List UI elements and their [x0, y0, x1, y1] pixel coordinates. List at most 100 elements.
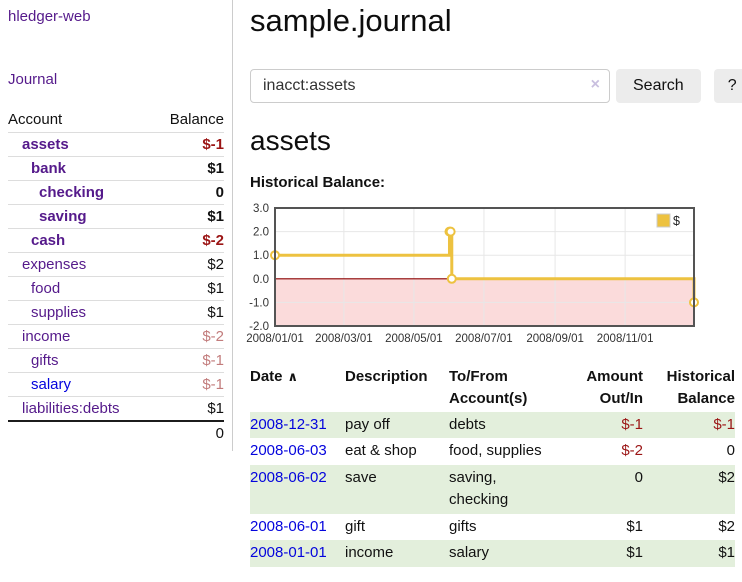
- account-row: checking 0: [8, 180, 224, 205]
- account-balance: $1: [153, 204, 224, 229]
- accounts-column-header: To/From Account(s): [449, 368, 528, 407]
- accounts-total-balance: 0: [153, 420, 224, 445]
- transaction-date-link[interactable]: 2008-06-01: [250, 517, 327, 535]
- svg-text:2.0: 2.0: [253, 227, 269, 239]
- account-row: food $1: [8, 276, 224, 301]
- svg-text:2008/05/01: 2008/05/01: [385, 333, 443, 345]
- search-button[interactable]: Search: [616, 69, 701, 104]
- account-row: saving $1: [8, 204, 224, 229]
- transaction-date-link[interactable]: 2008-06-02: [250, 468, 327, 486]
- transaction-amount: 0: [634, 468, 643, 486]
- transaction-row: 2008-01-01 income salary $1 $1: [250, 540, 735, 567]
- account-link[interactable]: expenses: [22, 256, 87, 273]
- description-column-header: Description: [345, 368, 428, 386]
- svg-text:$: $: [673, 214, 680, 228]
- account-link[interactable]: bank: [31, 160, 67, 177]
- account-balance: $-1: [153, 372, 224, 397]
- account-link[interactable]: checking: [39, 184, 105, 201]
- account-column-header: Account: [8, 108, 154, 133]
- account-row: liabilities:debts $1: [8, 396, 224, 422]
- transaction-balance: 0: [726, 442, 735, 460]
- transaction-row: 2008-06-02 save saving, checking 0 $2: [250, 464, 735, 514]
- transaction-date-link[interactable]: 2008-06-03: [250, 442, 327, 460]
- svg-text:2008/11/01: 2008/11/01: [597, 333, 654, 345]
- chart-title: Historical Balance:: [250, 174, 386, 192]
- accounts-total-row: 0: [8, 420, 224, 445]
- account-balance: $-2: [153, 228, 224, 253]
- date-column-header[interactable]: Date ∧: [250, 368, 299, 386]
- register-table: Date ∧ Description To/From Account(s) Amou…: [250, 364, 735, 567]
- account-balance: $1: [153, 156, 224, 181]
- transaction-accounts: saving, checking: [449, 468, 509, 509]
- account-balance: $1: [153, 276, 224, 301]
- app-brand-link[interactable]: hledger-web: [8, 8, 91, 25]
- account-link[interactable]: gifts: [31, 352, 59, 369]
- transaction-balance: $-1: [713, 415, 735, 433]
- transaction-accounts: debts: [449, 415, 486, 433]
- clear-search-icon[interactable]: ×: [590, 76, 600, 94]
- transaction-amount: $1: [626, 517, 643, 535]
- balance-column-header: Balance: [153, 108, 224, 133]
- account-balance: $1: [153, 396, 224, 422]
- transaction-description: gift: [345, 517, 366, 535]
- transaction-accounts: salary: [449, 544, 490, 562]
- help-button[interactable]: ?: [713, 69, 742, 104]
- account-balance: $-1: [153, 348, 224, 373]
- account-row: supplies $1: [8, 300, 224, 325]
- transaction-description: eat & shop: [345, 442, 417, 460]
- transaction-row: 2008-12-31 pay off debts $-1 $-1: [250, 411, 735, 439]
- search-input-wrap: ×: [250, 69, 610, 104]
- transaction-balance: $1: [718, 544, 735, 562]
- account-row: income $-2: [8, 324, 224, 349]
- accounts-total-spacer: [8, 420, 154, 445]
- transaction-date-link[interactable]: 2008-01-01: [250, 544, 327, 562]
- transaction-balance: $2: [718, 517, 735, 535]
- svg-text:2008/03/01: 2008/03/01: [315, 333, 373, 345]
- svg-text:-2.0: -2.0: [249, 321, 269, 333]
- svg-text:2008/01/01: 2008/01/01: [246, 333, 304, 345]
- account-link[interactable]: assets: [22, 136, 69, 153]
- svg-text:0.0: 0.0: [253, 274, 269, 286]
- account-balance: $1: [153, 300, 224, 325]
- transaction-amount: $-1: [621, 415, 643, 433]
- transaction-description: pay off: [345, 415, 390, 433]
- account-row: assets $-1: [8, 132, 224, 157]
- account-link[interactable]: saving: [39, 208, 87, 225]
- account-link[interactable]: salary: [31, 376, 72, 393]
- account-link[interactable]: income: [22, 328, 71, 345]
- transaction-amount: $-2: [621, 442, 643, 460]
- search-input[interactable]: [250, 69, 610, 104]
- account-link[interactable]: cash: [31, 232, 66, 249]
- transaction-date-link[interactable]: 2008-12-31: [250, 415, 327, 433]
- account-balance: $-1: [153, 132, 224, 157]
- account-row: bank $1: [8, 156, 224, 181]
- account-link[interactable]: liabilities:debts: [22, 400, 120, 417]
- account-link[interactable]: supplies: [31, 304, 87, 321]
- sort-asc-icon: ∧: [287, 369, 299, 385]
- sidebar-item-journal[interactable]: Journal: [8, 71, 58, 88]
- transaction-accounts: gifts: [449, 517, 477, 535]
- accounts-header-row: Account Balance: [8, 108, 224, 133]
- svg-text:-1.0: -1.0: [249, 297, 269, 309]
- account-balance: 0: [153, 180, 224, 205]
- account-balance: $-2: [153, 324, 224, 349]
- main-content: sample.journal × Search ? assets Histori…: [233, 0, 742, 567]
- account-heading: assets: [250, 125, 331, 157]
- page-title: sample.journal: [250, 3, 452, 38]
- svg-text:2008/09/01: 2008/09/01: [526, 333, 584, 345]
- app-layout: hledger-web Journal Account Balance asse…: [8, 0, 742, 567]
- account-balance: $2: [153, 252, 224, 277]
- account-row: expenses $2: [8, 252, 224, 277]
- account-link[interactable]: food: [31, 280, 61, 297]
- amount-column-header: Amount Out/In: [586, 368, 643, 407]
- historical-balance-column-header: Historical Balance: [666, 368, 735, 407]
- transaction-balance: $2: [718, 468, 735, 486]
- search-form: × Search ?: [250, 69, 742, 104]
- account-row: gifts $-1: [8, 348, 224, 373]
- transaction-row: 2008-06-03 eat & shop food, supplies $-2…: [250, 438, 735, 465]
- transaction-row: 2008-06-01 gift gifts $1 $2: [250, 514, 735, 541]
- transaction-description: save: [345, 468, 377, 486]
- svg-text:2008/07/01: 2008/07/01: [455, 333, 513, 345]
- register-header-row: Date ∧ Description To/From Account(s) Amou…: [250, 364, 735, 412]
